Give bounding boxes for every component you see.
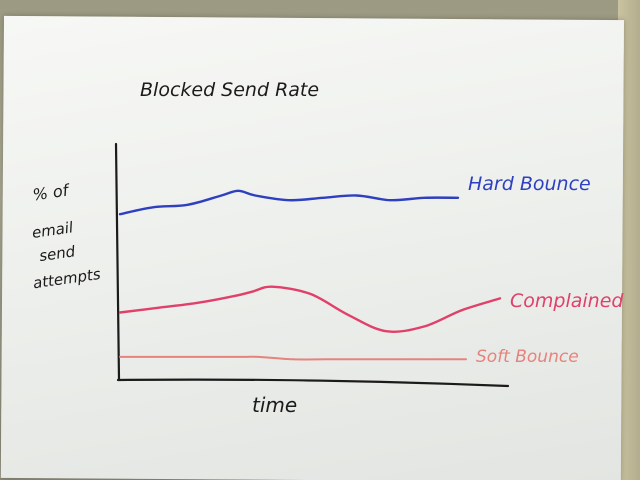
series-label-complained: Complained [510, 290, 624, 312]
series-layer: Hard Bounce Complained Soft Bounce [118, 173, 624, 367]
series-label-soft-bounce: Soft Bounce [476, 347, 579, 367]
y-axis-line [114, 142, 121, 382]
series-label-hard-bounce: Hard Bounce [468, 173, 591, 195]
x-axis-line [116, 378, 510, 388]
x-axis-label: time [252, 393, 297, 417]
chart-title: Blocked Send Rate [140, 79, 319, 101]
y-label-line-4: attempts [32, 265, 102, 292]
y-axis-label: % of email send attempts [31, 180, 102, 292]
series-line-complained [118, 285, 502, 333]
series-line-soft-bounce [119, 355, 467, 361]
y-label-line-2: email [31, 218, 75, 242]
y-label-line-1: % of [31, 180, 71, 204]
wall-background [618, 0, 640, 480]
series-line-hard-bounce [118, 189, 460, 216]
y-label-line-3: send [38, 242, 77, 265]
